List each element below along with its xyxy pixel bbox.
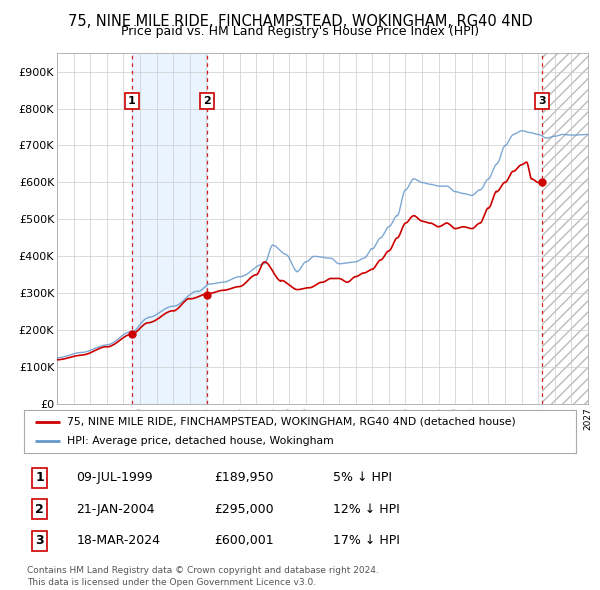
Text: 3: 3 [538, 96, 545, 106]
Text: 09-JUL-1999: 09-JUL-1999 [76, 471, 153, 484]
Text: 21-JAN-2004: 21-JAN-2004 [76, 503, 155, 516]
Text: 2: 2 [203, 96, 211, 106]
Text: Price paid vs. HM Land Registry's House Price Index (HPI): Price paid vs. HM Land Registry's House … [121, 25, 479, 38]
Text: 18-MAR-2024: 18-MAR-2024 [76, 534, 160, 547]
Text: £600,001: £600,001 [214, 534, 274, 547]
Text: 17% ↓ HPI: 17% ↓ HPI [333, 534, 400, 547]
Text: 2: 2 [35, 503, 44, 516]
Text: 1: 1 [35, 471, 44, 484]
Text: 75, NINE MILE RIDE, FINCHAMPSTEAD, WOKINGHAM, RG40 4ND (detached house): 75, NINE MILE RIDE, FINCHAMPSTEAD, WOKIN… [67, 417, 516, 427]
Text: 5% ↓ HPI: 5% ↓ HPI [333, 471, 392, 484]
Text: 1: 1 [128, 96, 136, 106]
Text: 75, NINE MILE RIDE, FINCHAMPSTEAD, WOKINGHAM, RG40 4ND: 75, NINE MILE RIDE, FINCHAMPSTEAD, WOKIN… [68, 14, 532, 29]
Text: 12% ↓ HPI: 12% ↓ HPI [333, 503, 400, 516]
Text: HPI: Average price, detached house, Wokingham: HPI: Average price, detached house, Woki… [67, 437, 334, 447]
Text: £189,950: £189,950 [214, 471, 274, 484]
Text: Contains HM Land Registry data © Crown copyright and database right 2024.
This d: Contains HM Land Registry data © Crown c… [27, 566, 379, 587]
Text: 3: 3 [35, 534, 44, 547]
Bar [132, 53, 208, 404]
Text: £295,000: £295,000 [214, 503, 274, 516]
